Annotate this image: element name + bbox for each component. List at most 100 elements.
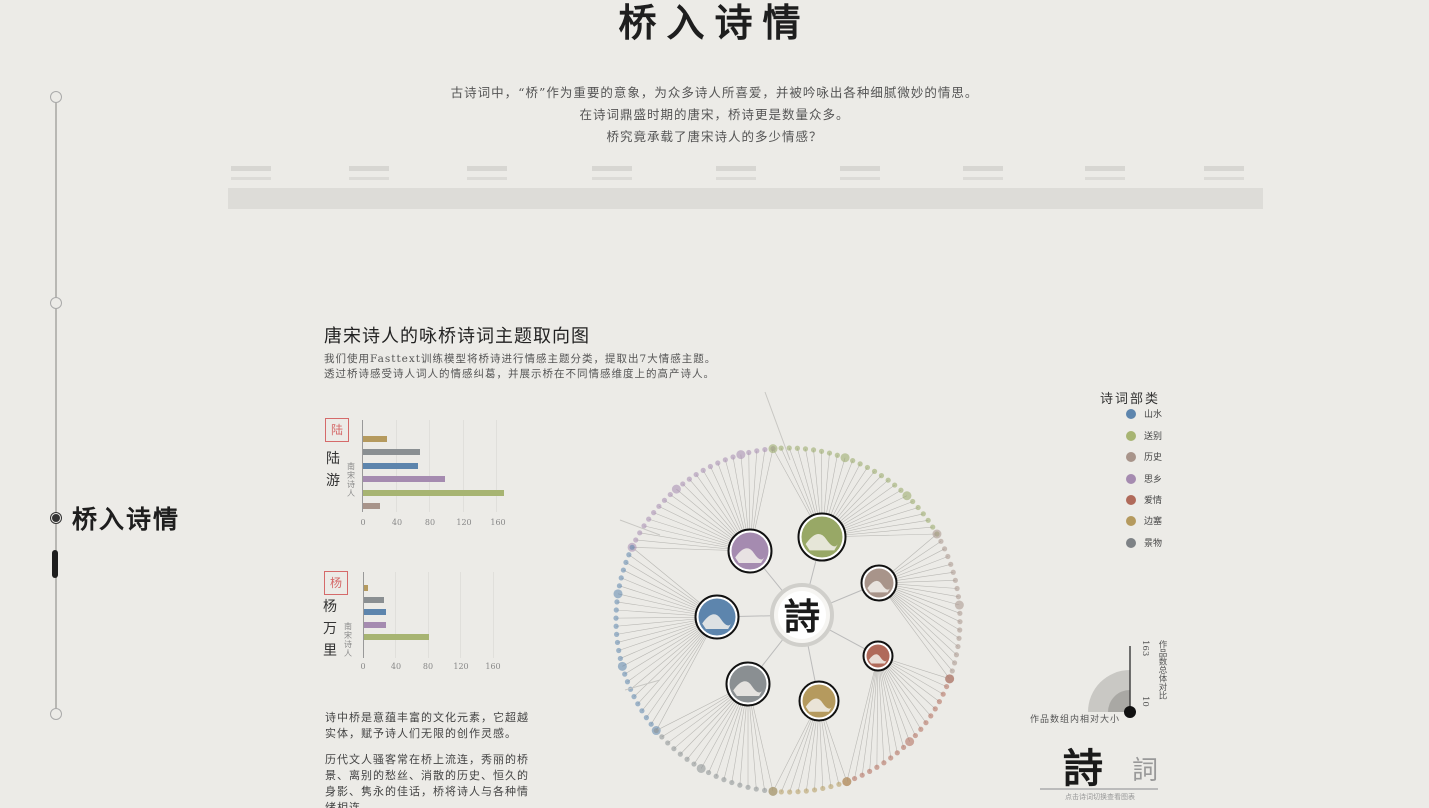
legend-label[interactable]: 思乡 (1144, 475, 1163, 485)
poet-node[interactable] (957, 619, 963, 625)
poet-node[interactable] (864, 464, 871, 471)
poet-node[interactable] (957, 610, 963, 616)
poet-node[interactable] (722, 457, 728, 463)
poet-node[interactable] (622, 671, 628, 677)
poet-node[interactable] (952, 577, 958, 583)
poet-node[interactable] (614, 639, 621, 646)
poet-node[interactable] (930, 524, 936, 530)
poet-node[interactable] (894, 750, 900, 756)
bar-景物[interactable] (363, 449, 421, 456)
poet-node[interactable] (940, 691, 946, 697)
legend-label[interactable]: 爱情 (1144, 496, 1163, 506)
poet-node[interactable] (746, 449, 752, 456)
poet-node[interactable] (836, 781, 842, 787)
poet-node[interactable] (665, 740, 671, 746)
poet-node[interactable] (614, 631, 620, 637)
poet-node[interactable] (820, 785, 826, 792)
poet-node[interactable] (633, 537, 639, 543)
poet-node[interactable] (646, 516, 652, 522)
poet-node[interactable] (898, 487, 904, 493)
poet-node[interactable] (938, 538, 944, 544)
poet-node[interactable] (957, 627, 963, 633)
theme-hub-边塞[interactable] (798, 680, 840, 722)
bar-送别[interactable] (364, 633, 429, 640)
poet-node[interactable] (715, 460, 721, 466)
poet-node[interactable] (840, 453, 850, 463)
theme-hub-送别[interactable] (797, 512, 847, 562)
legend-label[interactable]: 山水 (1144, 410, 1163, 420)
poet-node[interactable] (643, 715, 649, 721)
bar-山水[interactable] (364, 609, 386, 616)
poet-node[interactable] (786, 445, 792, 451)
poet-node[interactable] (745, 784, 751, 790)
poet-node[interactable] (691, 761, 697, 767)
poet-node[interactable] (867, 768, 873, 774)
poet-node[interactable] (713, 773, 719, 779)
poet-node[interactable] (730, 454, 736, 460)
poet-node[interactable] (616, 583, 623, 589)
poet-node[interactable] (754, 448, 760, 454)
poet-node[interactable] (768, 444, 778, 454)
poet-node[interactable] (626, 552, 632, 558)
poet-node[interactable] (954, 600, 964, 610)
poet-node[interactable] (802, 446, 809, 452)
poet-node[interactable] (945, 553, 951, 560)
poet-node[interactable] (956, 635, 962, 641)
theme-hub-爱情[interactable] (862, 640, 894, 672)
poet-node[interactable] (613, 589, 623, 599)
poet-node[interactable] (787, 789, 793, 795)
poet-node[interactable] (955, 594, 962, 600)
poet-node[interactable] (826, 450, 833, 456)
bar-送别[interactable] (363, 489, 505, 496)
poet-node[interactable] (635, 701, 641, 707)
poet-node[interactable] (932, 706, 938, 712)
poet-node[interactable] (617, 661, 627, 671)
poet-node[interactable] (629, 544, 635, 550)
poet-node[interactable] (656, 503, 662, 509)
poet-node[interactable] (943, 683, 950, 690)
poet-node[interactable] (794, 445, 800, 451)
poet-node[interactable] (851, 775, 858, 782)
poet-node[interactable] (888, 755, 894, 761)
bar-景物[interactable] (364, 597, 385, 604)
poet-node[interactable] (613, 615, 619, 621)
poet-node[interactable] (918, 726, 924, 732)
poet-node[interactable] (945, 674, 955, 684)
poet-node[interactable] (623, 559, 629, 565)
poet-node[interactable] (923, 720, 929, 726)
poet-node[interactable] (850, 458, 856, 464)
poet-node[interactable] (953, 652, 960, 658)
poet-node[interactable] (828, 783, 834, 790)
poet-node[interactable] (616, 647, 622, 654)
poet-node[interactable] (803, 788, 809, 794)
poet-node[interactable] (954, 585, 960, 592)
poet-node[interactable] (878, 473, 885, 479)
poet-node[interactable] (857, 461, 863, 467)
poet-node[interactable] (818, 448, 825, 454)
toggle-ci-button[interactable]: 詞 (1132, 756, 1159, 786)
poet-node[interactable] (885, 477, 891, 483)
poet-node[interactable] (696, 763, 706, 773)
bar-山水[interactable] (363, 462, 418, 469)
poet-node[interactable] (810, 447, 817, 453)
poet-node[interactable] (955, 643, 961, 650)
poet-node[interactable] (661, 497, 668, 503)
poet-node[interactable] (925, 517, 931, 523)
center-node[interactable]: 詩 (770, 583, 834, 647)
poet-node[interactable] (667, 491, 673, 498)
bar-历史[interactable] (363, 503, 380, 509)
poet-node[interactable] (795, 789, 801, 795)
poet-node[interactable] (941, 546, 948, 552)
nav-dot-2[interactable] (50, 297, 62, 309)
poet-node[interactable] (737, 782, 743, 788)
nav-active-label[interactable]: 桥入诗情 (72, 505, 181, 534)
poet-node[interactable] (910, 498, 916, 505)
poet-node[interactable] (653, 727, 659, 734)
poet-node[interactable] (671, 746, 677, 752)
poet-node[interactable] (778, 445, 784, 451)
poet-node[interactable] (618, 575, 624, 581)
poet-node[interactable] (950, 569, 956, 575)
theme-hub-历史[interactable] (860, 564, 898, 602)
poet-node[interactable] (721, 777, 727, 783)
poet-node[interactable] (613, 607, 619, 613)
